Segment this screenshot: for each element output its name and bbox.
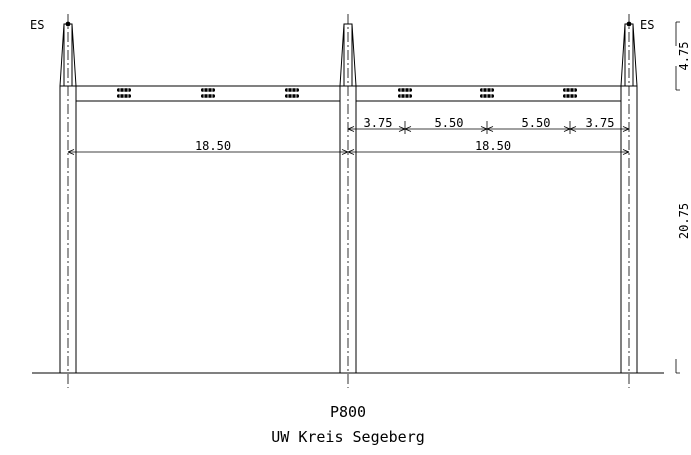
insulator-bundle-icon [201,88,215,98]
drawing-title: P800 [330,403,366,421]
bay-width-label-right: 18.50 [475,139,511,153]
insulator-bundle-icon [398,88,412,98]
mast-left [59,21,77,373]
spacing-label: 5.50 [522,116,551,130]
drawing-subtitle: UW Kreis Segeberg [271,428,425,446]
earth-wire-dot-icon [626,21,632,27]
insulator-bundle-icon [563,88,577,98]
conductor-bundles [117,88,577,98]
bay-dimension-row: 18.50 18.50 [67,139,630,155]
height-label-main: 20.75 [677,203,691,239]
earth-wire-label-right: ES [640,18,654,32]
spacing-label: 3.75 [364,116,393,130]
earth-wire-label-left: ES [30,18,44,32]
insulator-bundle-icon [480,88,494,98]
height-dimension: 4.75 20.75 [675,21,691,374]
height-label-top: 4.75 [677,42,691,71]
crossbeam-right [340,85,637,102]
bay-width-label-left: 18.50 [195,139,231,153]
mast-right [620,21,638,373]
earth-wire-dot-icon [65,21,71,27]
mast-center [339,23,357,373]
insulator-bundle-icon [285,88,299,98]
crossbeam-left [60,85,356,102]
spacing-label: 3.75 [586,116,615,130]
spacing-label: 5.50 [435,116,464,130]
spacing-dimension-row: 3.75 5.50 5.50 3.75 [347,116,630,134]
insulator-bundle-icon [117,88,131,98]
